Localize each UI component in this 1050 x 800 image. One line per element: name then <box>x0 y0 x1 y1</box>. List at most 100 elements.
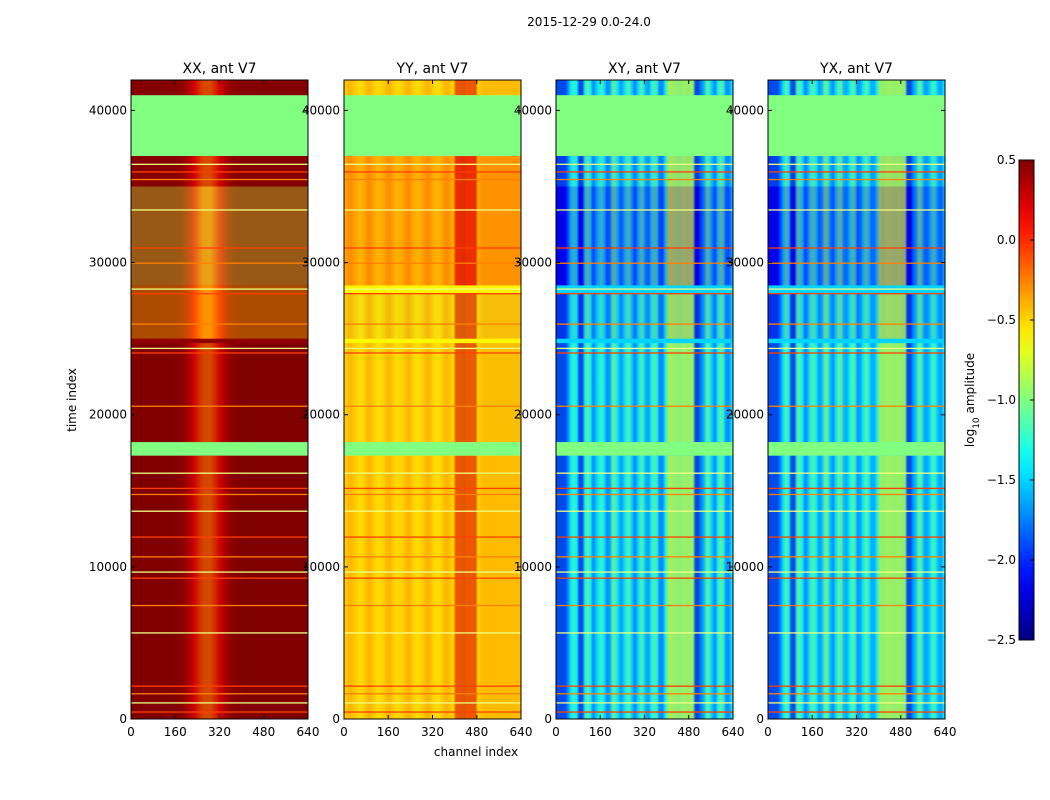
heatmap-flag-line <box>131 632 308 634</box>
heatmap-flag-line <box>556 632 733 634</box>
heatmap-flag-line <box>344 604 521 607</box>
heatmap-flag-line <box>768 510 945 512</box>
heatmap-flag-line <box>131 571 308 573</box>
heatmap-flag-line <box>768 571 945 573</box>
heatmap-flag-line <box>344 323 521 325</box>
y-tick-label: 20000 <box>89 408 127 422</box>
heatmap-flag-line <box>131 510 308 512</box>
y-tick-label: 10000 <box>726 560 764 574</box>
y-tick-label: 10000 <box>89 560 127 574</box>
heatmap-band-tint <box>556 186 733 286</box>
heatmap-flag-line <box>344 262 521 264</box>
colorbar-label: log10 amplitude <box>963 353 982 447</box>
y-tick-label: 0 <box>756 712 764 726</box>
x-tick-label: 0 <box>764 725 772 739</box>
heatmap-flag-line <box>556 178 733 181</box>
heatmap-flag-line <box>344 571 521 573</box>
heatmap-band <box>768 156 945 187</box>
y-tick-label: 0 <box>544 712 552 726</box>
heatmap-flag-line <box>768 163 945 165</box>
heatmap-band-tint <box>556 156 733 187</box>
heatmap-flag-line <box>131 347 308 350</box>
heatmap-flag-line <box>344 178 521 181</box>
heatmap-flag-line <box>131 711 308 713</box>
heatmap-band <box>344 293 521 339</box>
x-axis-label: channel index <box>434 745 518 759</box>
heatmap-band-tint <box>344 156 521 286</box>
colorbar-tick-label: −2.0 <box>987 553 1016 567</box>
y-tick-label: 40000 <box>514 103 552 117</box>
heatmap-flag-line <box>768 209 945 211</box>
heatmap-band-tint <box>768 455 945 719</box>
heatmap-band <box>768 442 945 456</box>
heatmap-flag-line <box>131 178 308 181</box>
heatmap-flag-line <box>131 262 308 264</box>
heatmap-flag-line <box>131 171 308 173</box>
heatmap-flag-line <box>556 171 733 173</box>
heatmap-band-tint <box>344 343 521 443</box>
y-tick-label: 20000 <box>514 408 552 422</box>
colorbar-tick-label: −0.5 <box>987 313 1016 327</box>
heatmap-flag-line <box>556 487 733 490</box>
y-tick-label: 30000 <box>89 256 127 270</box>
heatmap-flag-line <box>768 288 945 290</box>
x-tick-label: 640 <box>510 725 533 739</box>
y-tick-label: 20000 <box>302 408 340 422</box>
heatmap-flag-line <box>131 293 308 295</box>
heatmap-flag-line <box>768 632 945 634</box>
heatmap-band-tint <box>768 156 945 187</box>
heatmap-flag-line <box>344 685 521 687</box>
heatmap-band <box>768 186 945 286</box>
heatmap-band-tint <box>131 343 308 443</box>
heatmap-band-tint <box>768 343 945 443</box>
heatmap-flag-line <box>344 163 521 165</box>
y-tick-label: 30000 <box>514 256 552 270</box>
y-tick-label: 40000 <box>89 103 127 117</box>
heatmap-band <box>344 95 521 157</box>
heatmap-panel: XX, ant V7 0 160 320 480 640 0 10000 20000 30000 4… <box>89 61 320 739</box>
heatmap-band <box>344 343 521 443</box>
x-tick-label: 480 <box>465 725 488 739</box>
colorbar-tick-label: −1.0 <box>987 393 1016 407</box>
x-tick-label: 480 <box>252 725 275 739</box>
panel-title: YX, ant V7 <box>819 61 893 77</box>
y-tick-label: 30000 <box>302 256 340 270</box>
heatmap-flag-line <box>556 536 733 538</box>
heatmap-flag-line <box>344 347 521 350</box>
heatmap-flag-line <box>768 702 945 704</box>
y-tick-label: 10000 <box>514 560 552 574</box>
heatmap-flag-line <box>556 711 733 713</box>
colorbar-tick-label: −1.5 <box>987 473 1016 487</box>
y-tick-label: 10000 <box>302 560 340 574</box>
heatmap-band <box>556 343 733 443</box>
heatmap-flag-line <box>131 685 308 687</box>
heatmap-flag-line <box>131 405 308 407</box>
x-tick-label: 0 <box>552 725 560 739</box>
heatmap-panel: XY, ant V7 0 160 320 480 640 0 10000 20000 30000 4… <box>514 61 745 739</box>
heatmap-band <box>344 442 521 456</box>
x-tick-label: 0 <box>340 725 348 739</box>
figure-suptitle: 2015-12-29 0.0-24.0 <box>527 15 651 29</box>
heatmap-flag-line <box>556 347 733 350</box>
heatmap-band-tint <box>344 455 521 719</box>
y-tick-label: 20000 <box>726 408 764 422</box>
heatmap-flag-line <box>556 510 733 512</box>
heatmap-band <box>556 442 733 456</box>
heatmap-flag-line <box>768 171 945 173</box>
heatmap-flag-line <box>556 293 733 295</box>
x-tick-label: 640 <box>934 725 957 739</box>
heatmap-flag-line <box>556 493 733 496</box>
heatmap-band-tint <box>556 343 733 443</box>
heatmap-band-tint <box>556 455 733 719</box>
x-tick-label: 160 <box>801 725 824 739</box>
heatmap-flag-line <box>131 556 308 558</box>
heatmap-flag-line <box>768 293 945 295</box>
heatmap-band <box>131 442 308 456</box>
heatmap-flag-line <box>131 352 308 354</box>
heatmap-band-tint <box>344 293 521 339</box>
heatmap-flag-line <box>768 405 945 407</box>
panel-title: XX, ant V7 <box>183 61 257 77</box>
heatmap-band <box>556 293 733 339</box>
heatmap-band-tint <box>131 186 308 286</box>
